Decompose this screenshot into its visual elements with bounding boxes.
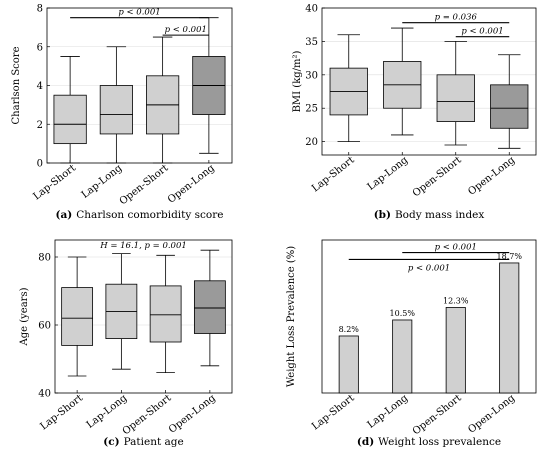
panel-caption: (c) Patient age	[103, 436, 184, 448]
y-axis-label: Charlson Score	[11, 46, 22, 124]
box-iqr	[436, 74, 475, 122]
box-1	[105, 253, 138, 370]
x-tick-label: Lap-Long	[80, 162, 125, 201]
box-0	[53, 56, 87, 164]
data-label: 18.7%	[497, 252, 523, 261]
panel-caption: (a) Charlson comorbidity score	[56, 209, 224, 221]
x-tick-label: Lap-Long	[85, 392, 130, 431]
box-3	[490, 54, 529, 149]
x-tick-label: Open-Short	[411, 393, 464, 438]
caption-letter: (c)	[103, 436, 119, 448]
x-tick-label: Lap-Long	[366, 392, 411, 431]
data-label: 8.2%	[339, 325, 360, 334]
box-3	[193, 249, 226, 367]
y-tick-label: 40	[305, 4, 318, 15]
box-iqr	[99, 85, 133, 135]
stat-annotation: H = 16.1, p = 0.001	[99, 241, 187, 251]
bar-2	[445, 307, 466, 394]
box-1	[383, 27, 422, 136]
caption-text: Body mass index	[395, 209, 484, 221]
y-tick-label: 30	[305, 70, 318, 81]
y-axis-label: BMI (kg/m²)	[292, 50, 303, 112]
data-label: 10.5%	[390, 309, 416, 318]
y-tick-label: 60	[38, 321, 51, 332]
box-2	[436, 41, 475, 146]
y-tick-label: 4	[37, 81, 43, 92]
significance-label: p = 0.036	[435, 13, 478, 23]
y-axis-label: Age (years)	[19, 287, 30, 346]
significance-label: p < 0.001	[461, 27, 503, 37]
y-tick-label: 35	[305, 37, 318, 48]
y-tick-label: 6	[37, 42, 43, 53]
bar-3	[499, 262, 520, 394]
x-tick-label: Open-Long	[167, 392, 218, 435]
significance-label: p < 0.001	[165, 25, 207, 35]
box-2	[149, 254, 182, 374]
data-label: 12.3%	[443, 296, 469, 305]
box-iqr	[149, 285, 182, 343]
significance-label: p < 0.001	[435, 243, 477, 253]
caption-text: Patient age	[124, 436, 184, 448]
x-tick-label: Lap-Short	[310, 393, 357, 433]
box-iqr	[53, 94, 87, 145]
box-2	[146, 36, 180, 164]
y-axis-label: Weight Loss Prevalence (%)	[286, 246, 297, 387]
y-tick-label: 25	[305, 104, 318, 115]
significance-label: p < 0.001	[118, 8, 160, 18]
panel-d: Weight Loss Prevalence (%) Lap-Short Lap-L…	[286, 239, 537, 448]
box-iqr	[490, 84, 529, 129]
significance-label: p < 0.001	[408, 263, 450, 273]
y-tick-label: 80	[38, 253, 51, 264]
caption-text: Charlson comorbidity score	[76, 209, 223, 221]
box-3	[192, 17, 226, 154]
box-0	[61, 256, 94, 377]
y-tick-label: 40	[38, 389, 51, 400]
caption-letter: (d)	[357, 436, 374, 448]
plot-frame	[54, 239, 233, 394]
box-iqr	[193, 280, 226, 334]
x-tick-label: Open-Short	[411, 155, 464, 200]
y-tick-label: 2	[37, 120, 43, 131]
x-tick-label: Open-Short	[121, 393, 174, 438]
bar-1	[392, 319, 413, 394]
x-tick-label: Lap-Long	[366, 154, 411, 193]
caption-letter: (b)	[374, 209, 391, 221]
y-tick-label: 20	[305, 137, 318, 148]
plot-frame	[321, 239, 537, 394]
bar-0	[338, 335, 359, 394]
caption-text: Weight loss prevalence	[378, 436, 501, 448]
y-tick-label: 0	[37, 159, 43, 170]
x-tick-label: Lap-Short	[310, 155, 357, 195]
plot-frame	[321, 7, 537, 156]
x-tick-label: Open-Short	[118, 163, 171, 208]
y-tick-label: 8	[37, 4, 43, 15]
panel-caption: (d) Weight loss prevalence	[357, 436, 501, 448]
caption-letter: (a)	[56, 209, 73, 221]
box-0	[329, 34, 368, 143]
x-tick-label: Open-Long	[466, 154, 517, 197]
x-tick-label: Open-Long	[166, 162, 217, 205]
box-iqr	[61, 287, 94, 346]
x-tick-label: Open-Long	[466, 392, 517, 435]
box-1	[99, 46, 133, 164]
panel-caption: (b) Body mass index	[374, 209, 485, 221]
